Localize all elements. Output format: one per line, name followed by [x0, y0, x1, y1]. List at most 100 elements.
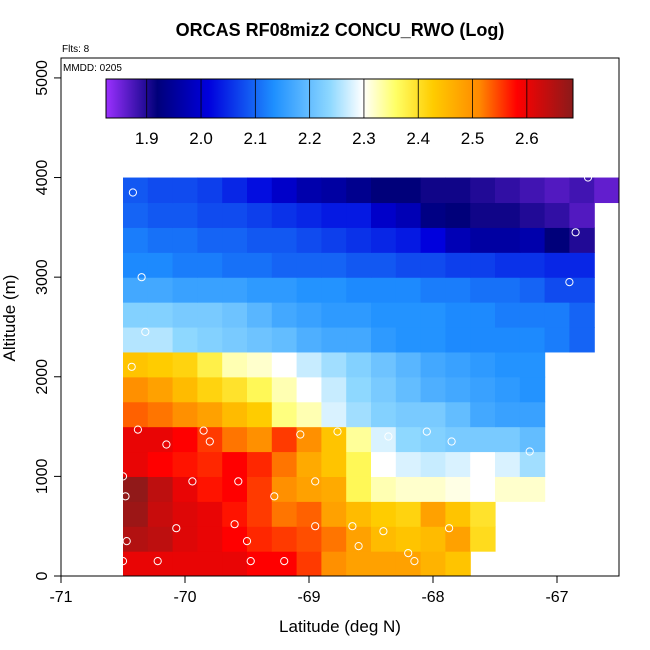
- heatmap-cell: [321, 351, 347, 378]
- y-tick-label: 4000: [34, 160, 51, 196]
- heatmap-cell: [222, 302, 248, 328]
- heatmap-cell: [271, 177, 298, 204]
- y-axis-label: Altitude (m): [0, 275, 19, 362]
- heatmap-cell: [544, 177, 570, 204]
- heatmap-cell: [470, 351, 496, 378]
- colorbar-tick-label: 2.1: [244, 129, 268, 148]
- y-tick-label: 0: [34, 571, 51, 580]
- heatmap-cell: [172, 476, 198, 502]
- heatmap-cell: [147, 202, 174, 228]
- heatmap-cell: [172, 401, 198, 428]
- heatmap-cell: [346, 526, 372, 552]
- heatmap-cell: [346, 326, 372, 353]
- heatmap-cell: [569, 177, 595, 204]
- heatmap-cell: [271, 252, 298, 278]
- x-tick-label: -68: [421, 589, 444, 606]
- date-label: MMDD: 0205: [63, 63, 122, 74]
- heatmap-cell: [395, 252, 422, 278]
- heatmap-cell: [123, 202, 149, 228]
- heatmap-cell: [420, 526, 446, 552]
- heatmap-cell: [569, 277, 595, 303]
- heatmap-cell: [321, 401, 347, 428]
- heatmap-cell: [495, 451, 521, 477]
- heatmap-cell: [172, 526, 198, 552]
- heatmap-cell: [371, 501, 397, 527]
- heatmap-cell: [247, 376, 273, 403]
- heatmap-cell: [222, 252, 248, 278]
- heatmap-cell: [495, 177, 521, 204]
- heatmap-cell: [346, 401, 372, 428]
- heatmap-cell: [321, 202, 347, 228]
- heatmap-cell: [519, 351, 546, 378]
- heatmap-cell: [644, 178, 650, 204]
- heatmap-cell: [147, 501, 174, 527]
- heatmap-cell: [296, 227, 322, 253]
- heatmap-cell: [445, 227, 471, 253]
- heatmap-cell: [445, 401, 471, 428]
- heatmap-cell: [346, 227, 372, 253]
- colorbar-tick-label: 2.2: [298, 129, 322, 148]
- heatmap-cell: [296, 526, 322, 552]
- heatmap-cell: [495, 401, 521, 428]
- observation-point: [246, 557, 255, 566]
- heatmap-cell: [172, 177, 198, 204]
- heatmap-cell: [470, 476, 496, 502]
- heatmap-cell: [197, 202, 223, 228]
- observation-point: [513, 524, 522, 533]
- observation-point: [118, 472, 128, 481]
- heatmap-cell: [271, 551, 298, 576]
- heatmap-cell: [222, 526, 248, 552]
- heatmap-cell: [296, 476, 322, 502]
- heatmap-cell: [197, 426, 223, 453]
- heatmap-cell: [544, 227, 570, 253]
- observation-point: [122, 537, 131, 546]
- heatmap-cell: [519, 277, 546, 303]
- heatmap-cell: [271, 426, 298, 453]
- heatmap-cell: [346, 551, 372, 576]
- observation-point: [118, 557, 128, 566]
- heatmap-cell: [321, 376, 347, 403]
- heatmap-cell: [470, 501, 496, 527]
- heatmap-cell: [495, 426, 521, 453]
- observation-point: [333, 427, 342, 436]
- heatmap-cell: [371, 302, 397, 328]
- heatmap-cell: [123, 351, 149, 378]
- observation-point: [127, 362, 136, 371]
- observation-point: [199, 426, 208, 435]
- heatmap-cell: [172, 302, 198, 328]
- heatmap-cell: [519, 177, 546, 204]
- observation-point: [141, 327, 150, 336]
- heatmap-cell: [420, 302, 446, 328]
- heatmap-cell: [445, 501, 471, 527]
- heatmap-cell: [445, 551, 471, 576]
- heatmap-cell: [222, 227, 248, 253]
- heatmap-cell: [495, 277, 521, 303]
- heatmap-cell: [420, 401, 446, 428]
- heatmap-cell: [247, 326, 273, 353]
- observation-point: [153, 557, 162, 566]
- heatmap-cell: [271, 302, 298, 328]
- y-axis: 0 1000 2000 3000 4000 5000: [34, 60, 61, 580]
- colorbar-tick-label: 2.5: [461, 129, 485, 148]
- heatmap-cell: [395, 202, 422, 228]
- heatmap-cell: [470, 426, 496, 453]
- heatmap-cell: [123, 551, 149, 576]
- heatmap-cell: [247, 501, 273, 527]
- heatmap-cell: [222, 177, 248, 204]
- heatmap-cell: [395, 526, 422, 552]
- heatmap-cell: [296, 202, 322, 228]
- observation-point: [172, 524, 181, 533]
- heatmap-cell: [445, 177, 471, 204]
- colorbar-tick-label: 1.9: [135, 129, 159, 148]
- observation-point: [137, 273, 146, 282]
- heatmap-cell: [271, 351, 298, 378]
- heatmap-cell: [147, 451, 174, 477]
- heatmap-cell: [197, 451, 223, 477]
- observation-point: [188, 477, 197, 486]
- heatmap-cells: [123, 177, 650, 576]
- heatmap-cell: [395, 451, 422, 477]
- heatmap-cell: [470, 376, 496, 403]
- heatmap-cell: [346, 426, 372, 453]
- heatmap-cell: [445, 451, 471, 477]
